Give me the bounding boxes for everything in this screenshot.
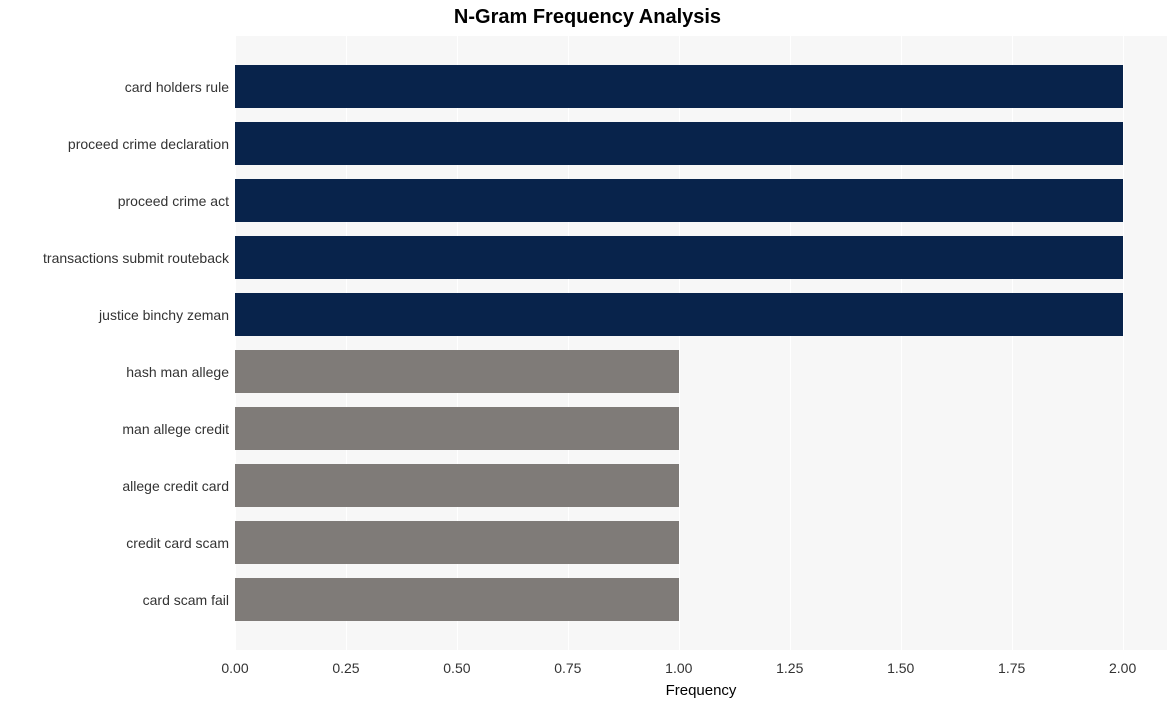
bar (235, 122, 1123, 165)
y-tick-label: hash man allege (126, 364, 235, 380)
bar (235, 521, 679, 564)
y-tick-label: man allege credit (122, 421, 235, 437)
chart-title: N-Gram Frequency Analysis (0, 6, 1175, 29)
y-tick-label: proceed crime act (118, 193, 235, 209)
x-tick-label: 1.75 (998, 650, 1025, 676)
y-tick-label: card holders rule (125, 79, 235, 95)
x-tick-label: 1.00 (665, 650, 692, 676)
bar (235, 236, 1123, 279)
x-tick-label: 1.25 (776, 650, 803, 676)
bar (235, 293, 1123, 336)
x-tick-label: 0.75 (554, 650, 581, 676)
x-tick-label: 0.25 (332, 650, 359, 676)
y-tick-label: allege credit card (122, 478, 235, 494)
y-tick-label: justice binchy zeman (99, 307, 235, 323)
bar (235, 578, 679, 621)
bar (235, 464, 679, 507)
ngram-frequency-chart: N-Gram Frequency Analysis Frequency 0.00… (0, 0, 1175, 701)
bar (235, 350, 679, 393)
x-tick-label: 1.50 (887, 650, 914, 676)
y-tick-label: card scam fail (143, 592, 235, 608)
x-tick-label: 0.50 (443, 650, 470, 676)
y-tick-label: transactions submit routeback (43, 250, 235, 266)
bar (235, 407, 679, 450)
grid-line (1123, 36, 1124, 650)
bar (235, 179, 1123, 222)
x-axis-title: Frequency (235, 682, 1167, 699)
x-tick-label: 2.00 (1109, 650, 1136, 676)
y-tick-label: credit card scam (126, 535, 235, 551)
x-tick-label: 0.00 (221, 650, 248, 676)
y-tick-label: proceed crime declaration (68, 136, 235, 152)
bar (235, 65, 1123, 108)
plot-area: Frequency 0.000.250.500.751.001.251.501.… (235, 36, 1167, 650)
